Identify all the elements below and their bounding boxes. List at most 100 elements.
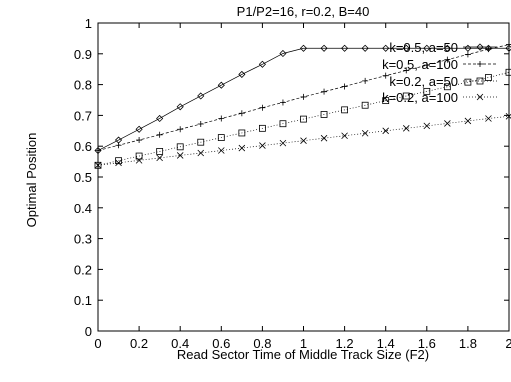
y-tick-label: 0.1 — [74, 293, 92, 308]
x-tick-label: 1.4 — [377, 336, 395, 351]
data-point — [238, 129, 246, 137]
data-point — [197, 92, 205, 100]
data-point — [135, 157, 143, 164]
data-point — [361, 101, 369, 109]
data-point — [341, 106, 349, 114]
data-point — [259, 142, 266, 149]
data-point — [341, 132, 348, 140]
y-tick-label: 0.7 — [74, 108, 92, 123]
data-point — [279, 49, 287, 58]
data-point — [156, 114, 164, 123]
data-point — [115, 142, 122, 149]
axis-ticks: 0 0.1 0.2 0.3 0.4 0.5 0.6 0.7 0.8 0.9 1 0 0.2 0.4 0.6 0… — [74, 16, 511, 351]
y-axis-label: Optimal Position — [24, 133, 39, 228]
data-point — [94, 162, 102, 169]
data-point — [361, 129, 369, 137]
data-point — [506, 41, 511, 48]
y-tick-label: 0.9 — [74, 47, 92, 62]
chart-title: P1/P2=16, r=0.2, B=40 — [237, 4, 370, 19]
data-point — [505, 44, 511, 52]
legend-marker — [477, 61, 483, 67]
data-point — [341, 83, 348, 90]
legend-marker — [476, 77, 484, 85]
data-point — [423, 87, 431, 95]
data-point — [300, 115, 307, 123]
series-line — [97, 47, 509, 151]
data-point — [218, 147, 225, 154]
x-tick-label: 2 — [505, 336, 511, 351]
data-point — [156, 154, 163, 162]
series-4 — [94, 113, 511, 169]
x-tick-label: 0.6 — [212, 336, 230, 351]
data-point — [300, 93, 307, 100]
data-point — [443, 44, 451, 52]
legend: k=0.5, a=50 k=0.5, a=100 k=0.2, a=50k=0.2,… — [382, 40, 497, 105]
data-point — [217, 81, 225, 89]
data-point — [423, 44, 431, 52]
data-point — [279, 99, 286, 106]
data-point — [156, 131, 163, 138]
data-point — [218, 115, 225, 122]
data-point — [177, 126, 184, 133]
y-tick-label: 1 — [85, 16, 92, 31]
y-tick-label: 0.5 — [74, 170, 92, 185]
data-point — [279, 139, 287, 147]
data-point — [176, 143, 184, 151]
data-point — [320, 111, 328, 118]
data-point — [176, 103, 184, 111]
data-point — [176, 152, 184, 159]
y-tick-label: 0.3 — [74, 232, 92, 247]
data-point — [423, 122, 431, 130]
data-point — [505, 113, 511, 120]
y-tick-label: 0.4 — [74, 201, 92, 216]
data-point — [382, 127, 389, 135]
data-point — [505, 68, 511, 76]
data-point — [136, 137, 143, 144]
legend-label: k=0.5, a=100 — [382, 57, 458, 72]
series-layer — [94, 41, 511, 169]
y-tick-label: 0 — [85, 324, 92, 339]
data-point — [382, 44, 390, 52]
data-point — [341, 44, 349, 52]
data-point — [300, 137, 307, 144]
data-point — [115, 159, 122, 167]
data-point — [197, 121, 204, 128]
x-tick-label: 0.4 — [171, 336, 189, 351]
data-point — [464, 117, 472, 125]
y-tick-label: 0.2 — [74, 262, 92, 277]
series-1 — [94, 44, 511, 155]
data-point — [444, 56, 451, 63]
series-line — [97, 71, 510, 166]
data-point — [402, 44, 410, 52]
data-point — [197, 138, 205, 146]
data-point — [423, 62, 430, 69]
data-point — [258, 124, 266, 132]
x-axis-label: Read Sector Time of Middle Track Size (F… — [177, 347, 429, 362]
y-tick-label: 0.6 — [74, 139, 92, 154]
data-point — [259, 104, 266, 111]
data-point — [135, 152, 143, 160]
legend-marker — [476, 43, 484, 51]
x-tick-label: 0.8 — [253, 336, 271, 351]
data-point — [156, 148, 164, 155]
data-point — [258, 60, 266, 68]
data-point — [402, 125, 410, 132]
data-point — [135, 125, 143, 133]
data-point — [464, 51, 471, 58]
data-point — [238, 70, 246, 79]
legend-label: k=0.2, a=100 — [382, 90, 458, 105]
x-tick-label: 1.2 — [336, 336, 354, 351]
legend-label: k=0.5, a=50 — [389, 40, 458, 55]
x-tick-label: 0 — [94, 336, 101, 351]
data-point — [444, 120, 451, 127]
x-tick-label: 1 — [300, 336, 307, 351]
data-point — [320, 134, 328, 142]
x-tick-label: 1.8 — [459, 336, 477, 351]
data-point — [382, 97, 390, 105]
data-point — [95, 147, 101, 154]
data-point — [279, 120, 287, 128]
data-point — [485, 115, 492, 122]
data-point — [361, 44, 369, 52]
data-point — [403, 67, 410, 74]
